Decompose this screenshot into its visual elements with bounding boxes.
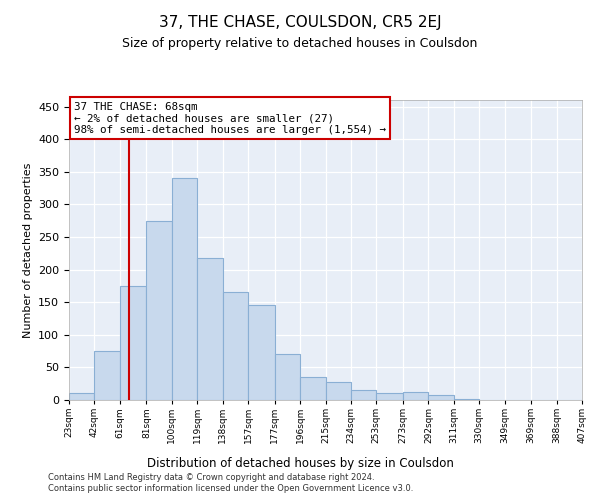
Y-axis label: Number of detached properties: Number of detached properties bbox=[23, 162, 32, 338]
Bar bbox=[403, 392, 428, 400]
Text: 37, THE CHASE, COULSDON, CR5 2EJ: 37, THE CHASE, COULSDON, CR5 2EJ bbox=[158, 15, 442, 30]
Bar bbox=[428, 396, 454, 400]
Bar bbox=[454, 398, 479, 400]
Bar bbox=[146, 220, 172, 400]
Text: Size of property relative to detached houses in Coulsdon: Size of property relative to detached ho… bbox=[122, 38, 478, 51]
Bar bbox=[351, 390, 376, 400]
Bar bbox=[248, 306, 275, 400]
Bar bbox=[94, 351, 120, 400]
Bar bbox=[275, 354, 300, 400]
Text: Distribution of detached houses by size in Coulsdon: Distribution of detached houses by size … bbox=[146, 458, 454, 470]
Bar bbox=[376, 394, 403, 400]
Bar bbox=[325, 382, 351, 400]
Text: Contains public sector information licensed under the Open Government Licence v3: Contains public sector information licen… bbox=[48, 484, 413, 493]
Bar bbox=[197, 258, 223, 400]
Bar bbox=[120, 286, 146, 400]
Bar bbox=[223, 292, 248, 400]
Bar bbox=[172, 178, 197, 400]
Text: Contains HM Land Registry data © Crown copyright and database right 2024.: Contains HM Land Registry data © Crown c… bbox=[48, 473, 374, 482]
Bar bbox=[69, 394, 94, 400]
Text: 37 THE CHASE: 68sqm
← 2% of detached houses are smaller (27)
98% of semi-detache: 37 THE CHASE: 68sqm ← 2% of detached hou… bbox=[74, 102, 386, 134]
Bar bbox=[300, 377, 325, 400]
